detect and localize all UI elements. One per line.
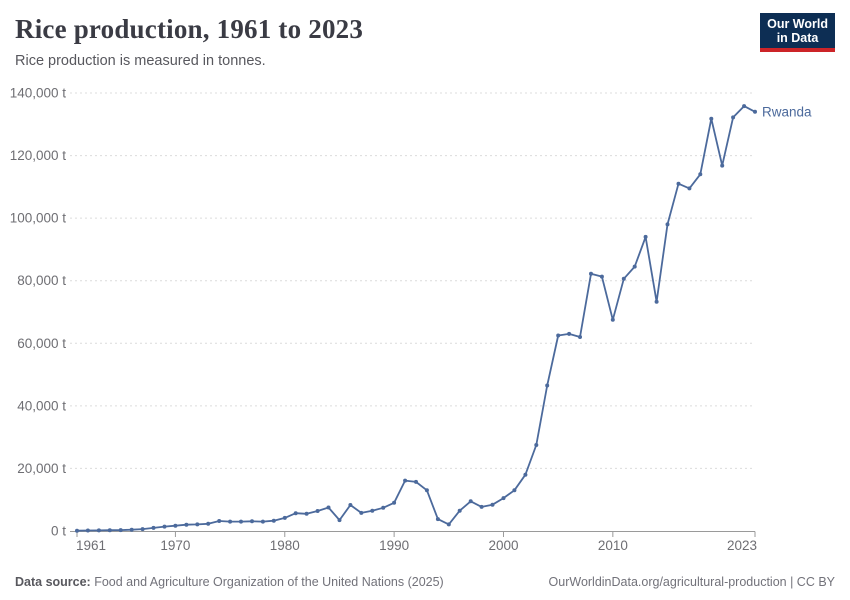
data-point[interactable] (206, 521, 211, 526)
data-point[interactable] (151, 525, 156, 530)
page-title: Rice production, 1961 to 2023 (15, 14, 364, 44)
data-point[interactable] (567, 331, 572, 336)
data-point[interactable] (457, 508, 462, 513)
y-axis-label: 80,000 t (17, 273, 66, 288)
owid-logo: Our World in Data (760, 13, 835, 52)
data-point[interactable] (534, 443, 539, 447)
data-point[interactable] (578, 335, 582, 339)
data-point[interactable] (687, 186, 692, 191)
data-point[interactable] (75, 528, 79, 533)
y-axis-label: 40,000 t (17, 398, 66, 413)
data-point[interactable] (720, 163, 725, 168)
data-point[interactable] (370, 508, 375, 513)
data-point[interactable] (337, 518, 342, 523)
data-point[interactable] (665, 222, 670, 227)
data-point[interactable] (446, 522, 451, 527)
data-point[interactable] (392, 500, 397, 505)
data-point[interactable] (381, 505, 386, 510)
data-point[interactable] (250, 519, 254, 524)
data-point[interactable] (173, 523, 178, 528)
owid-link[interactable]: OurWorldinData.org/agricultural-producti… (548, 575, 835, 589)
data-point[interactable] (359, 510, 364, 515)
x-axis-label: 1970 (160, 538, 190, 553)
x-axis-label: 1990 (379, 538, 409, 553)
data-point[interactable] (632, 264, 637, 269)
data-point[interactable] (228, 519, 233, 524)
data-point[interactable] (753, 109, 757, 114)
x-axis-label: 1961 (76, 538, 106, 553)
data-point[interactable] (304, 511, 309, 516)
data-point[interactable] (545, 383, 550, 388)
data-point[interactable] (96, 528, 101, 533)
y-axis-label: 20,000 t (17, 461, 66, 476)
data-point[interactable] (107, 528, 112, 533)
data-point[interactable] (479, 504, 484, 509)
data-point[interactable] (129, 527, 134, 532)
data-point[interactable] (621, 276, 626, 281)
data-point[interactable] (698, 172, 703, 177)
series-line[interactable] (76, 105, 756, 532)
data-source: Data source: Food and Agriculture Organi… (15, 575, 444, 589)
data-source-text: Food and Agriculture Organization of the… (90, 575, 444, 589)
data-point[interactable] (676, 181, 681, 186)
data-point[interactable] (403, 478, 408, 483)
owid-logo-line2: in Data (776, 31, 819, 45)
data-point[interactable] (282, 515, 287, 520)
y-axis-label: 140,000 t (10, 86, 67, 101)
data-point[interactable] (293, 511, 298, 516)
data-point[interactable] (610, 317, 615, 322)
data-point[interactable] (512, 488, 517, 493)
chart-subtitle: Rice production is measured in tonnes. (15, 53, 266, 69)
x-axis-label: 2000 (488, 538, 518, 553)
x-axis-label: 2023 (727, 538, 757, 553)
data-point[interactable] (217, 519, 222, 523)
data-point[interactable] (731, 115, 736, 120)
data-point[interactable] (348, 503, 353, 507)
data-point[interactable] (424, 488, 429, 493)
data-point[interactable] (709, 116, 714, 121)
data-point[interactable] (162, 524, 167, 529)
data-point[interactable] (326, 505, 331, 510)
data-point[interactable] (556, 333, 561, 338)
data-point[interactable] (490, 502, 495, 507)
data-point[interactable] (589, 271, 593, 276)
y-axis-label: 60,000 t (17, 336, 66, 351)
data-point[interactable] (85, 528, 90, 533)
data-point[interactable] (643, 234, 648, 239)
data-point[interactable] (260, 519, 265, 524)
x-axis-label: 1980 (270, 538, 300, 553)
y-axis-label: 0 t (51, 524, 66, 539)
y-axis-label: 120,000 t (10, 148, 67, 163)
data-point[interactable] (239, 519, 243, 524)
data-point[interactable] (742, 104, 747, 109)
data-point[interactable] (118, 528, 123, 533)
x-axis-label: 2010 (598, 538, 628, 553)
data-point[interactable] (435, 517, 440, 522)
chart-footer: Data source: Food and Agriculture Organi… (15, 575, 835, 589)
data-point[interactable] (523, 472, 528, 477)
data-point[interactable] (315, 509, 320, 513)
data-point[interactable] (271, 518, 276, 523)
data-source-label: Data source: (15, 575, 91, 589)
data-point[interactable] (184, 522, 189, 527)
data-point[interactable] (501, 496, 506, 501)
series-end-label[interactable]: Rwanda (762, 104, 812, 119)
y-axis-label: 100,000 t (10, 211, 67, 226)
data-point[interactable] (468, 499, 473, 504)
data-point[interactable] (140, 527, 145, 532)
data-point[interactable] (599, 274, 604, 279)
owid-logo-line1: Our World (767, 17, 828, 31)
data-point[interactable] (414, 479, 418, 484)
data-point[interactable] (195, 522, 200, 527)
line-chart: 0 t 20,000 t 40,000 t 60,000 t 80,000 t 100,0… (10, 86, 812, 554)
data-point[interactable] (654, 299, 659, 304)
